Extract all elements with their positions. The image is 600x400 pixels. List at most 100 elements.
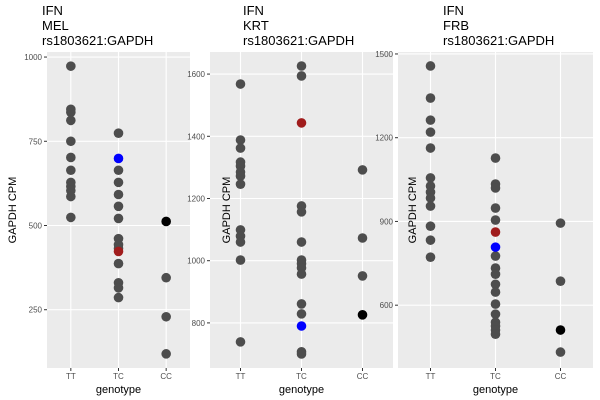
panel-title: IFN xyxy=(443,3,464,18)
panel-title: KRT xyxy=(243,18,269,33)
point xyxy=(425,93,436,103)
point xyxy=(113,213,124,224)
point xyxy=(66,152,76,163)
panel-title: rs1803621:GAPDH xyxy=(243,33,354,48)
point xyxy=(235,143,246,153)
point xyxy=(425,193,436,203)
point xyxy=(555,347,566,357)
point xyxy=(490,309,501,319)
point xyxy=(296,299,307,309)
point xyxy=(235,171,246,181)
point xyxy=(555,325,566,335)
point xyxy=(235,135,246,145)
point xyxy=(357,233,368,243)
point xyxy=(113,128,124,138)
point xyxy=(490,183,501,193)
y-tick-label: 600 xyxy=(380,301,394,310)
point xyxy=(490,215,501,225)
x-tick-label: TC xyxy=(113,372,124,381)
point xyxy=(490,227,501,237)
y-tick-label: 800 xyxy=(192,319,206,328)
point xyxy=(425,127,436,137)
x-tick-label: TT xyxy=(426,372,436,381)
x-tick-label: TT xyxy=(236,372,246,381)
point xyxy=(66,115,76,126)
x-tick-label: TC xyxy=(490,372,501,381)
point xyxy=(296,118,307,128)
point xyxy=(66,165,76,176)
point xyxy=(235,337,246,347)
point xyxy=(113,177,124,188)
point xyxy=(66,136,76,147)
y-axis-label: GAPDH CPM xyxy=(7,177,19,244)
point xyxy=(296,321,307,331)
point xyxy=(490,287,501,297)
point xyxy=(425,252,436,262)
y-tick-label: 500 xyxy=(29,221,43,230)
x-axis-label: genotype xyxy=(96,384,141,396)
x-tick-label: CC xyxy=(555,372,567,381)
point xyxy=(296,309,307,319)
y-tick-label: 1500 xyxy=(375,50,393,59)
x-axis-label: genotype xyxy=(473,384,518,396)
y-tick-label: 1200 xyxy=(187,194,205,203)
y-tick-label: 1000 xyxy=(24,53,42,62)
x-tick-label: CC xyxy=(160,372,172,381)
y-tick-label: 750 xyxy=(29,137,43,146)
point xyxy=(296,61,307,71)
point xyxy=(235,237,246,247)
point xyxy=(296,237,307,247)
point xyxy=(490,251,501,261)
point xyxy=(555,218,566,228)
y-tick-label: 250 xyxy=(29,306,43,315)
point xyxy=(490,242,501,252)
point xyxy=(490,269,501,280)
point xyxy=(235,79,246,89)
panel-title: IFN xyxy=(243,3,264,18)
point xyxy=(425,235,436,245)
point xyxy=(490,279,501,290)
y-axis-label: GAPDH CPM xyxy=(407,177,419,244)
panel-title: rs1803621:GAPDH xyxy=(42,33,153,48)
panel-title: IFN xyxy=(42,3,63,18)
y-tick-label: 1400 xyxy=(187,132,205,141)
x-tick-label: TT xyxy=(66,372,76,381)
point xyxy=(296,71,307,81)
point xyxy=(66,107,76,118)
x-tick-label: CC xyxy=(357,372,369,381)
point xyxy=(425,143,436,153)
point xyxy=(235,179,246,189)
panel-title: MEL xyxy=(42,18,69,33)
point xyxy=(357,165,368,175)
point xyxy=(425,221,436,231)
y-axis-label: GAPDH CPM xyxy=(221,177,233,244)
point xyxy=(113,153,124,164)
point xyxy=(113,189,124,200)
point xyxy=(113,283,124,293)
x-tick-label: TC xyxy=(296,372,307,381)
point xyxy=(235,255,246,265)
panel-title: FRB xyxy=(443,18,469,33)
point xyxy=(296,207,307,217)
point xyxy=(113,201,124,212)
point xyxy=(490,153,501,163)
y-tick-label: 1600 xyxy=(187,70,205,79)
point xyxy=(161,216,171,227)
point xyxy=(66,61,76,71)
point xyxy=(425,173,436,183)
point xyxy=(161,311,171,322)
point xyxy=(113,292,124,303)
point xyxy=(66,191,76,202)
point xyxy=(66,212,76,223)
y-tick-label: 1200 xyxy=(375,134,393,143)
point xyxy=(425,201,436,211)
point xyxy=(161,349,171,359)
point xyxy=(555,276,566,286)
panel-title: rs1803621:GAPDH xyxy=(443,33,554,48)
point xyxy=(113,258,124,269)
y-tick-label: 900 xyxy=(380,217,394,226)
point xyxy=(357,310,368,320)
point xyxy=(161,272,171,283)
point xyxy=(490,203,501,213)
